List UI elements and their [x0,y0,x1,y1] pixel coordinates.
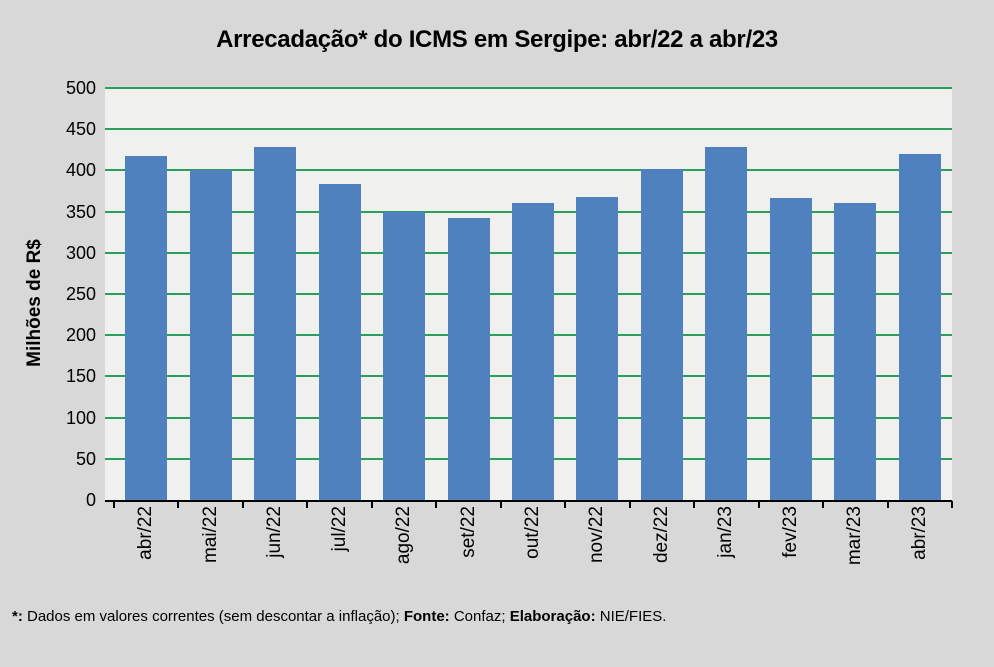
x-axis-tick [499,501,502,508]
x-axis-tick [564,501,567,508]
y-tick-label-150: 150 [65,366,96,387]
bar-ago-22 [383,212,426,500]
y-tick-label-100: 100 [65,407,96,428]
bar-jun-22 [254,146,297,500]
x-tick-label-abr-23: abr/23 [908,506,930,560]
x-axis-tick [435,501,438,508]
x-tick-label-jun-22: jun/22 [264,506,286,558]
x-axis-tick [886,501,889,508]
footnote: *: Dados em valores correntes (sem desco… [12,608,972,625]
y-tick-label-200: 200 [65,325,96,346]
y-tick-label-350: 350 [65,201,96,222]
bar-jan-23 [705,146,748,500]
y-tick-label-250: 250 [65,284,96,304]
bar-fev-23 [769,197,812,500]
bar-mar-23 [834,202,877,500]
x-axis-tick [951,501,953,508]
chart-title: Arrecadação* do ICMS em Sergipe: abr/22 … [216,26,778,53]
x-tick-label-nov-22: nov/22 [586,506,608,564]
x-tick-label-set-22: set/22 [457,506,479,558]
x-axis-tick [757,501,760,508]
x-axis-tick [306,501,309,508]
y-tick-label-300: 300 [65,242,96,263]
bar-out-22 [512,203,554,500]
x-tick-label-jan-23: jan/23 [715,506,737,558]
x-axis-tick [822,501,825,508]
footnote-label: Fonte: [403,608,450,625]
gridline-400 [105,169,952,172]
x-tick-label-mar-23: mar/23 [844,506,866,566]
bar-abr-22 [125,155,168,500]
y-tick-label-400: 400 [65,160,96,181]
x-axis-tick [370,501,373,508]
gridline-450 [105,128,952,131]
y-tick-label-0: 0 [85,490,96,510]
bar-mai-22 [189,170,232,500]
gridline-500 [105,87,952,89]
x-axis-tick [628,501,631,508]
y-tick-label-500: 500 [65,78,96,98]
bar-nov-22 [576,196,619,500]
footnote-text: Dados em valores correntes (sem desconta… [22,608,404,625]
x-tick-label-jul-22: jul/22 [328,506,350,552]
y-tick-label-50: 50 [75,448,96,469]
x-axis-tick [241,501,244,508]
bar-set-22 [447,218,490,500]
x-axis-line [105,500,952,502]
y-tick-label-450: 450 [65,119,96,140]
footnote-label: Elaboração: [509,608,596,625]
x-tick-label-dez-22: dez/22 [650,506,672,564]
x-tick-label-mai-22: mai/22 [199,506,221,564]
x-axis-tick [177,501,180,508]
x-tick-label-abr-22: abr/22 [135,506,157,560]
x-tick-label-ago-22: ago/22 [393,506,415,565]
x-axis-tick [113,501,115,508]
x-tick-label-out-22: out/22 [522,506,543,559]
x-tick-label-fev-23: fev/23 [779,506,801,558]
bar-abr-23 [898,153,941,500]
footnote-text: NIE/FIES. [595,608,667,625]
footnote-label: *: [12,608,23,625]
bar-jul-22 [318,184,361,500]
bar-dez-22 [640,168,683,500]
x-axis-tick [693,501,696,508]
footnote-text: Confaz; [449,608,510,625]
